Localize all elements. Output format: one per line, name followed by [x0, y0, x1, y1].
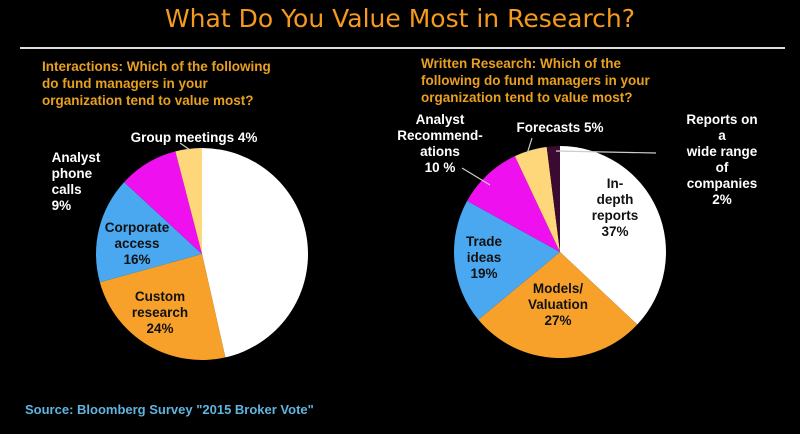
pie-slice-forecasts [514, 146, 560, 252]
pie-slice-group-meetings [175, 148, 202, 254]
title-divider [20, 47, 785, 49]
source-note: Source: Bloomberg Survey "2015 Broker Vo… [25, 402, 314, 417]
label-one-to-one-meetings: One-to- one meetings 46% [232, 208, 292, 271]
right-chart-question: Written Research: Which of the following… [421, 56, 650, 105]
written-research-pie [454, 146, 666, 358]
label-group-meetings: Group meetings 4% [130, 130, 258, 145]
pie-slice-custom-research [99, 254, 226, 361]
label-analyst-recommendations: Analyst Recommend- ations 10 % [397, 112, 483, 175]
pie-slice-reports-on-a-wide-range-of-companies [546, 146, 560, 252]
leader-line-analyst-recommendations [461, 167, 491, 186]
pie-slice-trade-ideas [454, 200, 560, 320]
pie-slice-analyst-phone-calls [124, 151, 202, 254]
pie-slice-models-valuation [478, 252, 638, 358]
leader-line-reports-wide-range [555, 150, 657, 154]
label-trade-ideas: Trade ideas 19% [465, 234, 503, 281]
label-custom-research: Custom research 24% [131, 289, 189, 336]
leader-lines [179, 137, 657, 186]
pie-slice-in-depth-reports [560, 146, 666, 325]
pie-slice-one-to-one-meetings [202, 148, 309, 358]
pie-slice-corporate-access [95, 182, 202, 283]
label-analyst-phone-calls: Analyst phone calls 9% [51, 150, 101, 213]
leader-line-group-meetings [179, 142, 191, 151]
left-chart-question: Interactions: Which of the following do … [42, 59, 271, 108]
pie-slice-analyst-recommendations [467, 156, 560, 252]
leader-line-forecasts [526, 137, 533, 155]
label-in-depth-reports: In- depth reports 37% [591, 176, 639, 239]
interactions-pie [95, 148, 309, 361]
label-forecasts: Forecasts 5% [516, 120, 604, 135]
page-title: What Do You Value Most in Research? [164, 4, 636, 33]
label-reports-wide-range: Reports on a wide range of companies 2% [686, 112, 758, 207]
label-models-valuation: Models/ Valuation 27% [527, 281, 589, 328]
label-corporate-access: Corporate access 16% [104, 220, 170, 267]
